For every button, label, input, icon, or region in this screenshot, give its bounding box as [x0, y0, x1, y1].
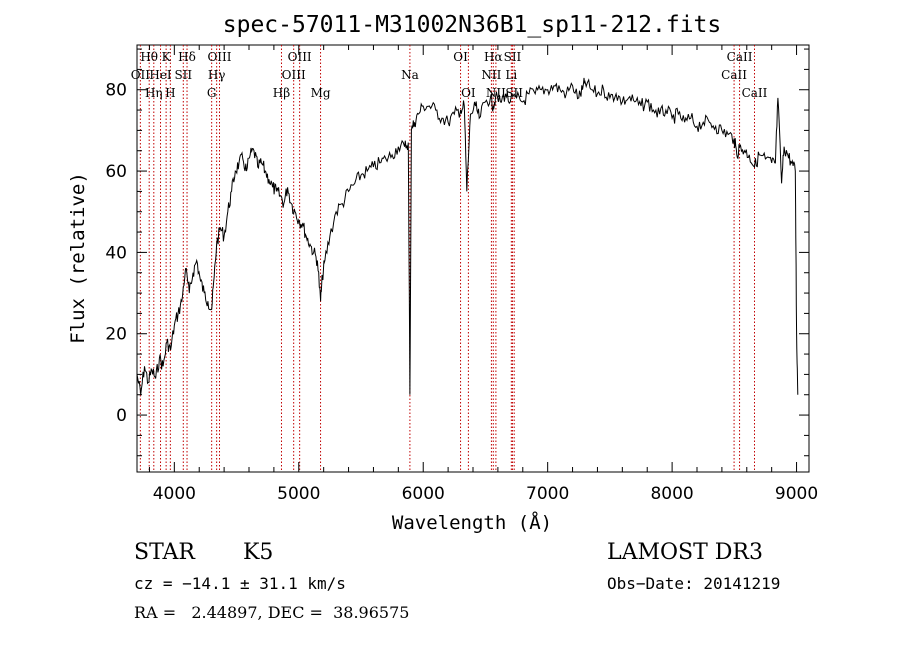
spectral-line-label: NII [486, 86, 506, 100]
x-tick-label: 8000 [650, 484, 693, 504]
spectral-line-label: OIII [282, 68, 306, 82]
spectral-line-label: SII [505, 86, 523, 100]
object-subclass: K5 [243, 540, 274, 565]
spectral-line-label: HeI [149, 68, 172, 82]
y-tick-label: 0 [116, 406, 127, 426]
spectral-line-label: Mg [311, 86, 331, 100]
spectral-line-label: G [207, 86, 217, 100]
spectral-line-label: CaII [727, 50, 753, 64]
spectral-line-label: OI [453, 50, 468, 64]
spectral-line-label: OII [131, 68, 151, 82]
x-tick-label: 9000 [775, 484, 818, 504]
spectral-line-label: Na [401, 68, 419, 82]
spectral-line-label: H [165, 86, 175, 100]
sky-coordinates: RA = 2.44897, DEC = 38.96575 [134, 603, 410, 622]
spectral-line-label: OI [461, 86, 476, 100]
object-class: STAR [134, 540, 195, 565]
x-tick-label: 5000 [277, 484, 320, 504]
x-tick-label: 7000 [526, 484, 569, 504]
survey-name: LAMOST DR3 [607, 540, 763, 565]
spectral-line-label: OIII [288, 50, 312, 64]
spectrum-line [136, 77, 799, 395]
spectral-line-label: Hη [145, 86, 163, 100]
spectral-line-label: Hβ [273, 86, 290, 100]
y-tick-label: 40 [105, 243, 127, 263]
x-tick-label: 6000 [402, 484, 445, 504]
spectral-line-label: K [162, 50, 172, 64]
x-axis-title: Wavelength (Å) [392, 511, 552, 534]
spectral-line-label: Li [505, 68, 517, 82]
spectral-line-label: CaII [721, 68, 747, 82]
spectral-line-label: SII [504, 50, 522, 64]
y-tick-label: 80 [105, 81, 127, 101]
spectral-line-label: Hθ [140, 50, 158, 64]
spectral-line-label: Hα [484, 50, 503, 64]
chart-title: spec-57011-M31002N36B1_sp11-212.fits [223, 12, 722, 38]
spectral-line-label: OIII [207, 50, 231, 64]
y-tick-label: 60 [105, 162, 127, 182]
observation-date: Obs−Date: 20141219 [607, 574, 781, 593]
y-axis-title: Flux (relative) [67, 172, 89, 344]
spectral-line-label: Hδ [178, 50, 196, 64]
spectral-line-label: NII [481, 68, 501, 82]
spectral-line-label: SII [174, 68, 192, 82]
redshift-cz: cz = −14.1 ± 31.1 km/s [134, 574, 346, 593]
spectral-line-label: CaII [742, 86, 768, 100]
x-tick-label: 4000 [153, 484, 196, 504]
spectral-line-label: Hγ [208, 68, 226, 82]
y-tick-label: 20 [105, 325, 127, 345]
